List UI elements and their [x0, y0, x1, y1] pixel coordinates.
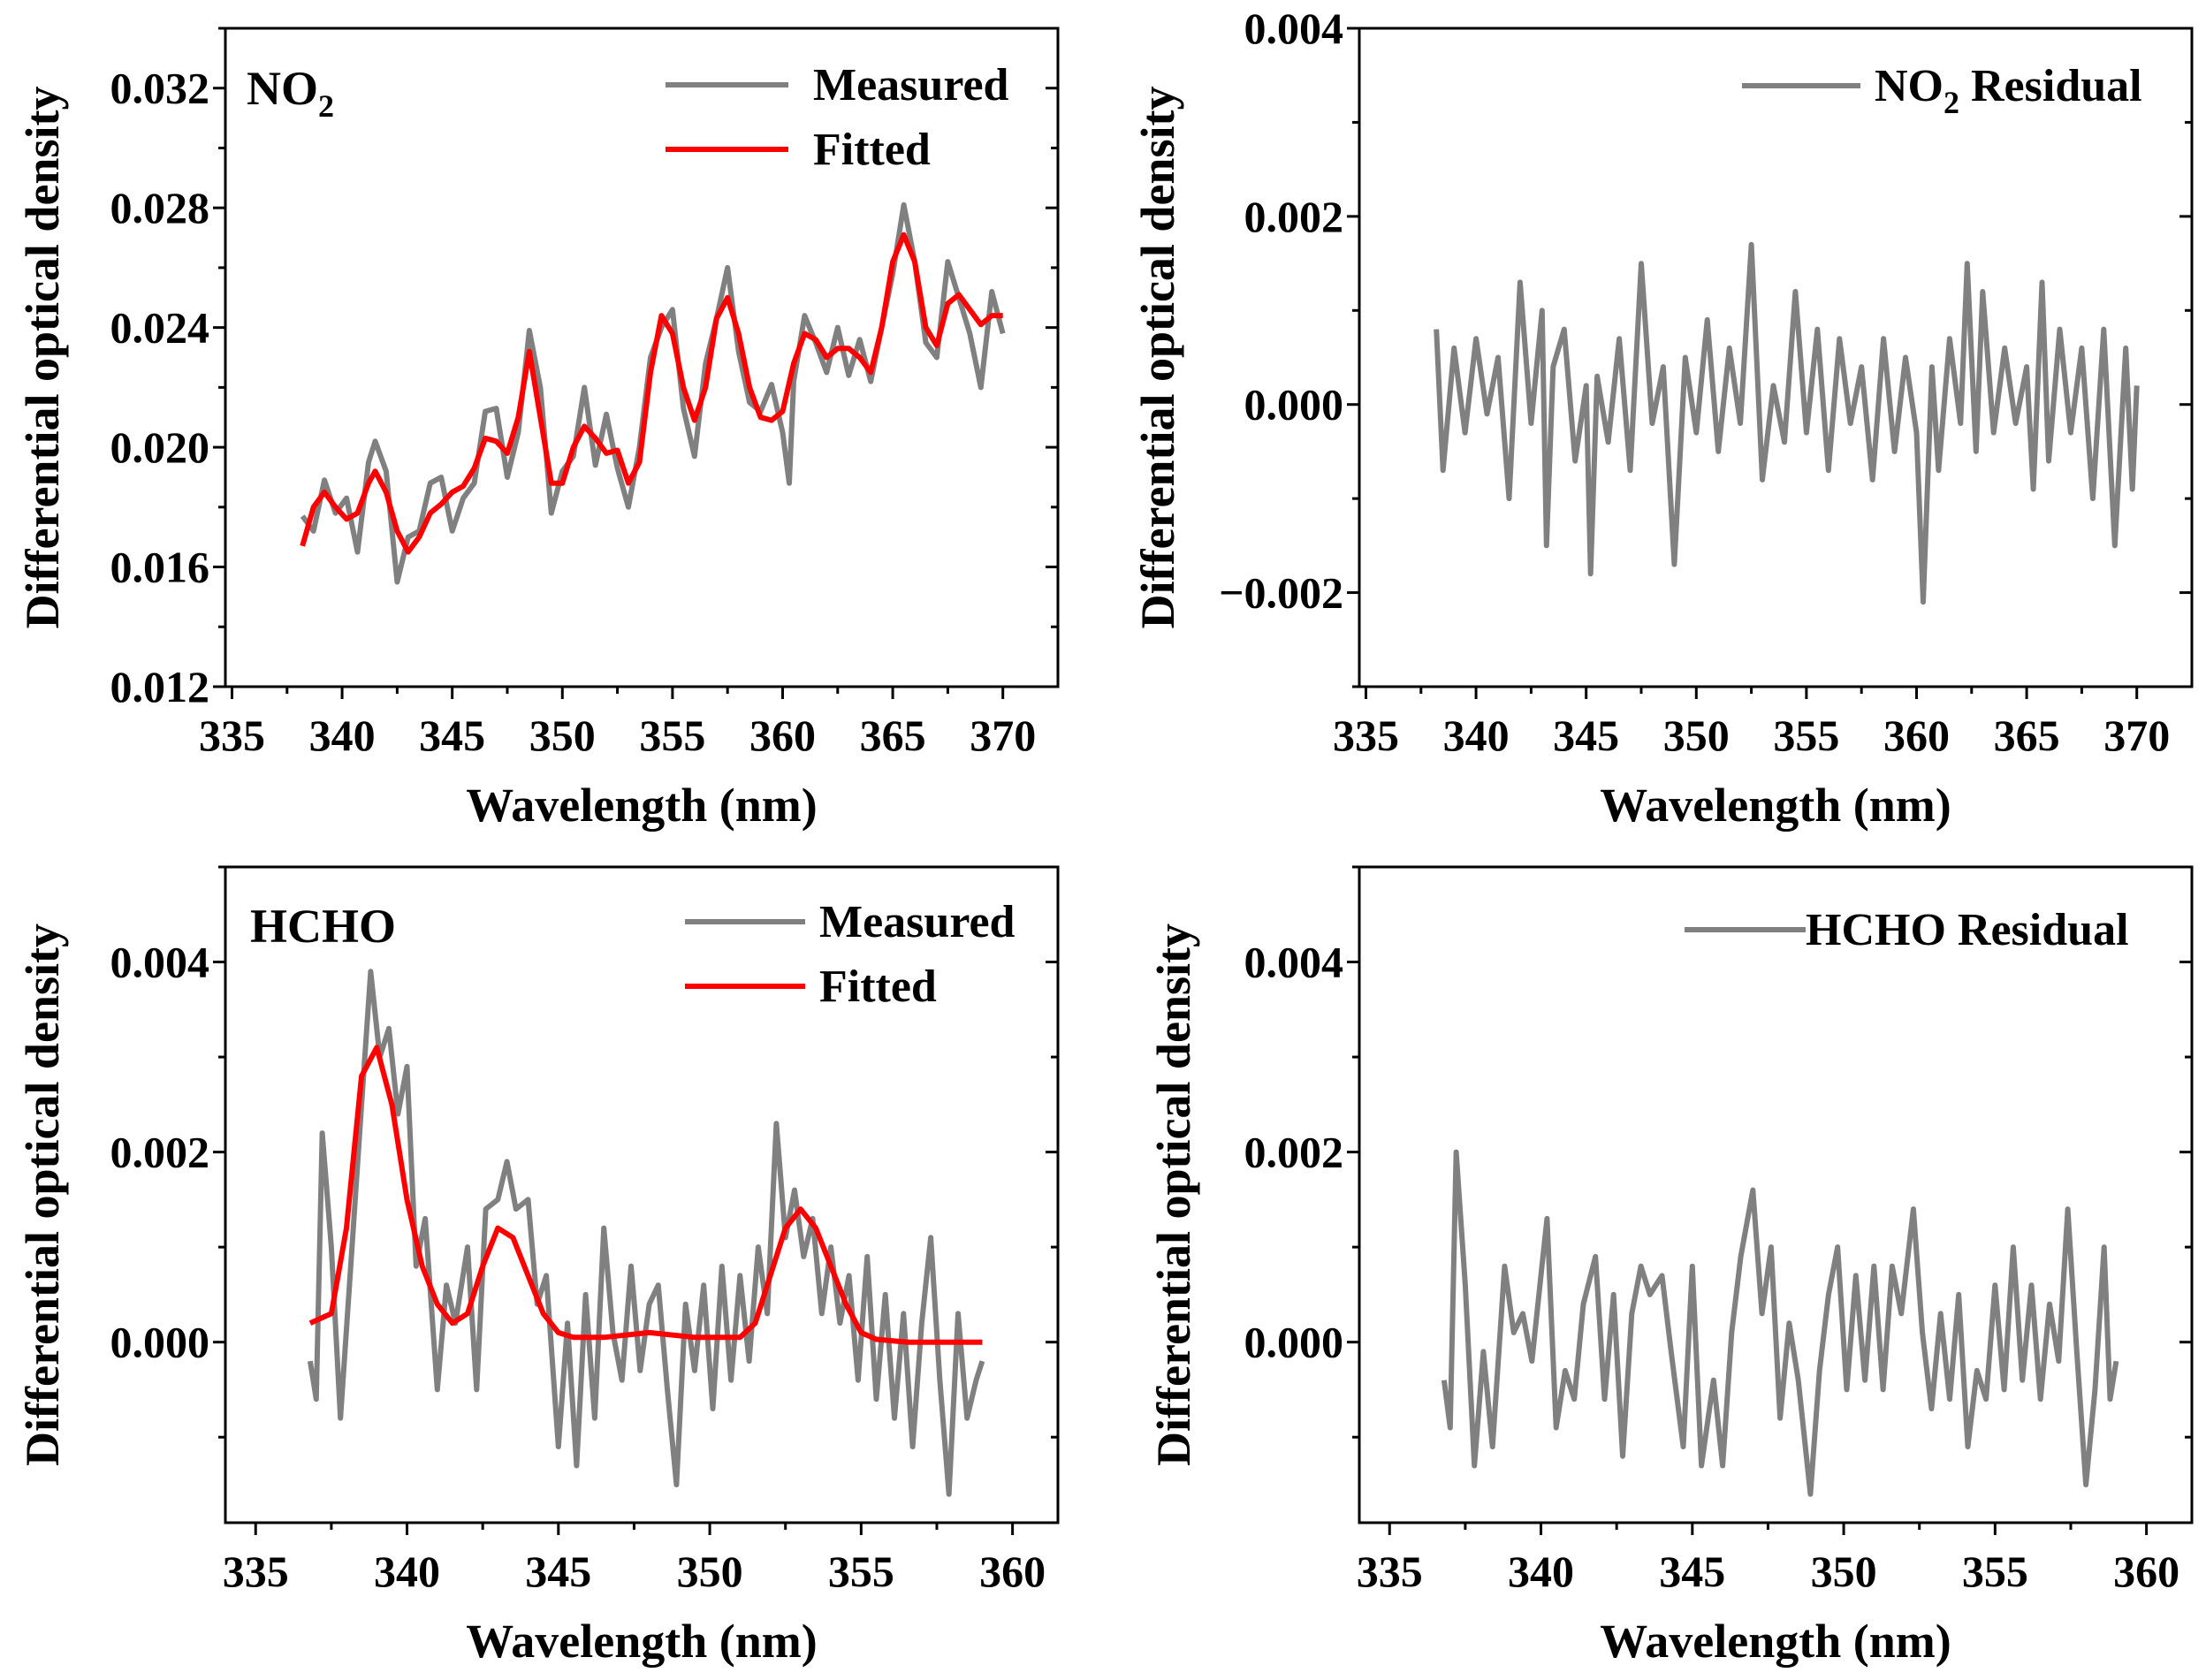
- x-tick-label: 345: [1553, 711, 1619, 760]
- x-axis-label: Wavelength (nm): [466, 1615, 818, 1668]
- x-tick-label: 355: [828, 1547, 894, 1596]
- x-tick-label: 350: [1811, 1547, 1877, 1596]
- panel-hcho-fit: 335 340 345 350 355 360 0.000 0.002 0.004 Wavelen…: [16, 865, 1060, 1668]
- legend: Measured Fitted: [685, 897, 1016, 1012]
- panel-no2-residual: 335 340 345 350 355 360 365 370 −0.002 0.000 0.002…: [1131, 4, 2194, 832]
- y-tick-label: 0.000: [110, 1318, 210, 1367]
- plot-frame: [224, 865, 1060, 1524]
- x-tick-label: 360: [979, 1547, 1046, 1596]
- x-tick-label: 360: [1883, 711, 1950, 760]
- x-tick-label: 360: [2113, 1547, 2179, 1596]
- x-tick-label: 365: [1994, 711, 2060, 760]
- y-tick-label: 0.002: [110, 1128, 210, 1177]
- x-tick-label: 370: [970, 711, 1036, 760]
- x-tick-label: 370: [2103, 711, 2170, 760]
- legend-label: Measured: [819, 897, 1016, 947]
- x-tick-label: 340: [309, 711, 376, 760]
- legend: Measured Fitted: [666, 60, 1009, 175]
- x-tick-label: 350: [529, 711, 596, 760]
- legend-label: Fitted: [813, 125, 931, 175]
- x-tick-label: 350: [1663, 711, 1730, 760]
- panel-no2-fit: 335 340 345 350 355 360 365 370 0.012 0.016 0.020 0…: [16, 27, 1060, 832]
- x-tick-label: 345: [525, 1547, 591, 1596]
- legend: NO2 Residual: [1742, 61, 2142, 120]
- y-tick-label: 0.002: [1244, 192, 1344, 241]
- y-tick-label: 0.024: [110, 303, 210, 353]
- y-tick-label: 0.004: [110, 938, 210, 987]
- y-tick-label: 0.004: [1244, 4, 1344, 53]
- y-tick-label: 0.016: [110, 543, 210, 592]
- y-tick-label: −0.002: [1219, 568, 1343, 618]
- x-axis-label: Wavelength (nm): [466, 779, 818, 832]
- panel-species-label: HCHO: [250, 900, 396, 953]
- x-tick-label: 340: [1508, 1547, 1574, 1596]
- plot-frame: [1358, 27, 2194, 688]
- x-axis-label: Wavelength (nm): [1600, 779, 1951, 832]
- x-tick-label: 345: [1659, 1547, 1725, 1596]
- x-tick-label: 335: [1357, 1547, 1423, 1596]
- y-tick-label: 0.004: [1244, 938, 1344, 987]
- series-line-measured: [300, 201, 1006, 585]
- y-axis-label: Differential optical density: [16, 87, 69, 629]
- y-axis-label: Differential optical density: [16, 924, 69, 1466]
- x-tick-label: 355: [1962, 1547, 2028, 1596]
- x-tick-label: 365: [860, 711, 926, 760]
- x-tick-label: 360: [749, 711, 816, 760]
- x-axis-label: Wavelength (nm): [1600, 1615, 1951, 1668]
- x-tick-label: 345: [419, 711, 485, 760]
- plot-frame: [224, 27, 1060, 688]
- series-line-measured: [307, 969, 985, 1497]
- y-tick-label: 0.012: [110, 662, 210, 711]
- y-tick-label: 0.028: [110, 183, 210, 232]
- legend-label: Measured: [813, 60, 1009, 110]
- series-line-hcho-residual: [1441, 1149, 2119, 1497]
- y-tick-label: 0.002: [1244, 1128, 1344, 1177]
- series-line-fitted: [308, 1045, 983, 1345]
- panel-species-label: NO2: [247, 62, 334, 124]
- x-tick-label: 335: [1333, 711, 1399, 760]
- legend-label: HCHO Residual: [1806, 905, 2129, 955]
- x-tick-label: 355: [1773, 711, 1839, 760]
- legend: HCHO Residual: [1685, 905, 2129, 955]
- series-line-fitted: [300, 232, 1003, 555]
- x-tick-label: 335: [223, 1547, 289, 1596]
- legend-label: NO2 Residual: [1875, 61, 2142, 120]
- x-tick-label: 340: [1443, 711, 1510, 760]
- y-axis-label: Differential optical density: [1131, 87, 1184, 629]
- y-tick-label: 0.032: [110, 64, 210, 113]
- series-line-no2-residual: [1434, 241, 2140, 605]
- y-axis-label: Differential optical density: [1147, 924, 1200, 1466]
- x-tick-label: 355: [639, 711, 705, 760]
- y-tick-label: 0.020: [110, 422, 210, 472]
- x-tick-label: 350: [677, 1547, 743, 1596]
- x-tick-label: 335: [199, 711, 265, 760]
- panel-hcho-residual: 335 340 345 350 355 360 0.000 0.002 0.004 Wavelen…: [1147, 865, 2194, 1668]
- legend-label: Fitted: [819, 962, 937, 1012]
- x-tick-label: 340: [374, 1547, 440, 1596]
- y-tick-label: 0.000: [1244, 1318, 1344, 1367]
- y-tick-label: 0.000: [1244, 380, 1344, 430]
- plot-frame: [1358, 865, 2194, 1524]
